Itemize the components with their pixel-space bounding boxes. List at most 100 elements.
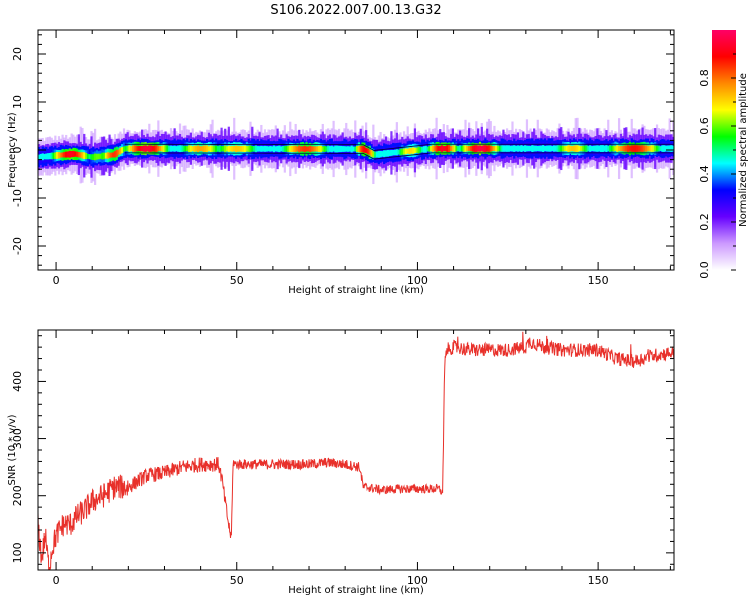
spectrogram-cell (75, 151, 79, 158)
spectrogram-cell (393, 149, 397, 156)
spectrogram-cell (628, 145, 632, 152)
spectrogram-cell (47, 153, 50, 160)
spectrogram-cell (229, 146, 232, 152)
spectrogram-cell (142, 145, 146, 152)
spectrogram-cell (108, 152, 111, 158)
spectrogram-cell (428, 146, 431, 152)
spectrogram-cell (664, 145, 668, 152)
spectrogram-cell (449, 146, 453, 152)
spectrogram-cell (319, 145, 323, 153)
spectrogram-cell (672, 145, 674, 152)
spectrogram-cell (84, 153, 88, 160)
spectrogram-cell (516, 145, 520, 152)
spectrogram-cell (157, 146, 160, 152)
spectrogram-cell (103, 152, 106, 160)
spectrogram-cell (135, 145, 138, 152)
spectrogram-cell (296, 146, 299, 152)
spectrogram-cell (202, 145, 205, 152)
spectrogram-cell (289, 145, 292, 153)
spectrogram-cell (670, 145, 673, 152)
spectrogram-cell (496, 145, 500, 152)
spectrogram-cell (556, 145, 559, 152)
spectrogram-cell (639, 145, 642, 152)
spectrogram-cell (169, 145, 173, 152)
spectrogram-cell (312, 146, 315, 152)
spectrogram-cell (99, 153, 102, 159)
spectrogram-cell (402, 148, 406, 155)
spectrogram-cell (341, 146, 344, 152)
spectrogram-cell (200, 146, 203, 152)
spectrogram-cell (645, 145, 648, 152)
spectrogram-cell (303, 145, 306, 153)
spectrogram-cell (198, 146, 202, 152)
spectrogram-x-tick-label: 150 (588, 274, 609, 287)
spectrogram-cell (209, 145, 212, 152)
spectrogram-cell (240, 145, 243, 152)
colorbar-tick-label: 0.4 (698, 165, 711, 183)
spectrogram-cell (536, 145, 539, 152)
spectrogram-cell (283, 145, 286, 152)
spectrogram-cell (110, 152, 113, 158)
spectrogram-cell (94, 153, 97, 161)
spectrogram-cell (280, 146, 283, 152)
spectrogram-cell (661, 145, 664, 152)
spectrogram-cell (253, 145, 256, 152)
spectrogram-cell (383, 150, 386, 158)
spectrogram-cell (468, 145, 471, 152)
spectrogram-cell (404, 148, 407, 155)
spectrogram-cell (652, 145, 655, 152)
spectrogram-cell (354, 146, 357, 152)
spectrogram-cell (290, 145, 294, 153)
spectrogram-cell (417, 146, 420, 154)
figure-title: S106.2022.007.00.13.G32 (270, 3, 441, 18)
spectrogram-cell (260, 145, 263, 152)
spectrogram-cell (399, 148, 402, 156)
spectrogram-cell (305, 146, 308, 152)
spectrogram-cell (583, 145, 586, 152)
spectrogram-cell (413, 147, 417, 154)
spectrogram-cell (195, 145, 198, 152)
spectrogram-ticks: 0 50 100 150 -20 -10 0 10 20 (11, 30, 674, 287)
spectrogram-cell (61, 152, 64, 158)
colorbar-tick-label: 0.0 (698, 261, 711, 279)
spectrogram-cell (366, 148, 370, 155)
spectrogram-cell (442, 146, 445, 152)
spectrogram-cell (321, 146, 324, 152)
spectrogram-cell (502, 145, 505, 152)
spectrogram-cell (596, 145, 599, 152)
spectrogram-cell (589, 145, 592, 152)
snr-series-line (38, 331, 674, 570)
snr-plot-area (38, 330, 674, 570)
spectrogram-cell (301, 146, 305, 152)
spectrogram-cell (538, 145, 541, 152)
spectrogram-cell (477, 145, 480, 152)
spectrogram-cell (106, 152, 109, 159)
spectrogram-cell (38, 154, 41, 160)
spectrogram-cell (632, 145, 635, 152)
spectrogram-cell (612, 145, 615, 152)
spectrogram-cell (663, 145, 666, 152)
spectrogram-cell (505, 145, 509, 152)
spectrogram-cell (247, 145, 250, 152)
spectrogram-cell (323, 145, 326, 153)
spectrogram-cell (193, 145, 196, 152)
spectrogram-cell (377, 150, 380, 158)
spectrogram-cell (88, 154, 91, 160)
spectrogram-cell (72, 150, 75, 158)
spectrogram-cell (68, 150, 71, 158)
spectrogram-cell (594, 145, 597, 152)
spectrogram-cell (641, 145, 644, 153)
spectrogram-cell (115, 149, 118, 157)
spectrogram-cell (621, 145, 624, 152)
spectrogram-cell (567, 145, 570, 152)
spectrogram-cell (563, 145, 566, 152)
spectrogram-cell (117, 149, 120, 155)
spectrogram-cell (650, 145, 653, 152)
spectrogram-cell (133, 145, 136, 152)
spectrogram-cell (139, 145, 142, 152)
spectrogram-cell (368, 149, 371, 156)
spectrogram-cell (522, 145, 525, 152)
spectrogram-cell (406, 148, 409, 154)
spectrogram-cell (225, 146, 229, 152)
